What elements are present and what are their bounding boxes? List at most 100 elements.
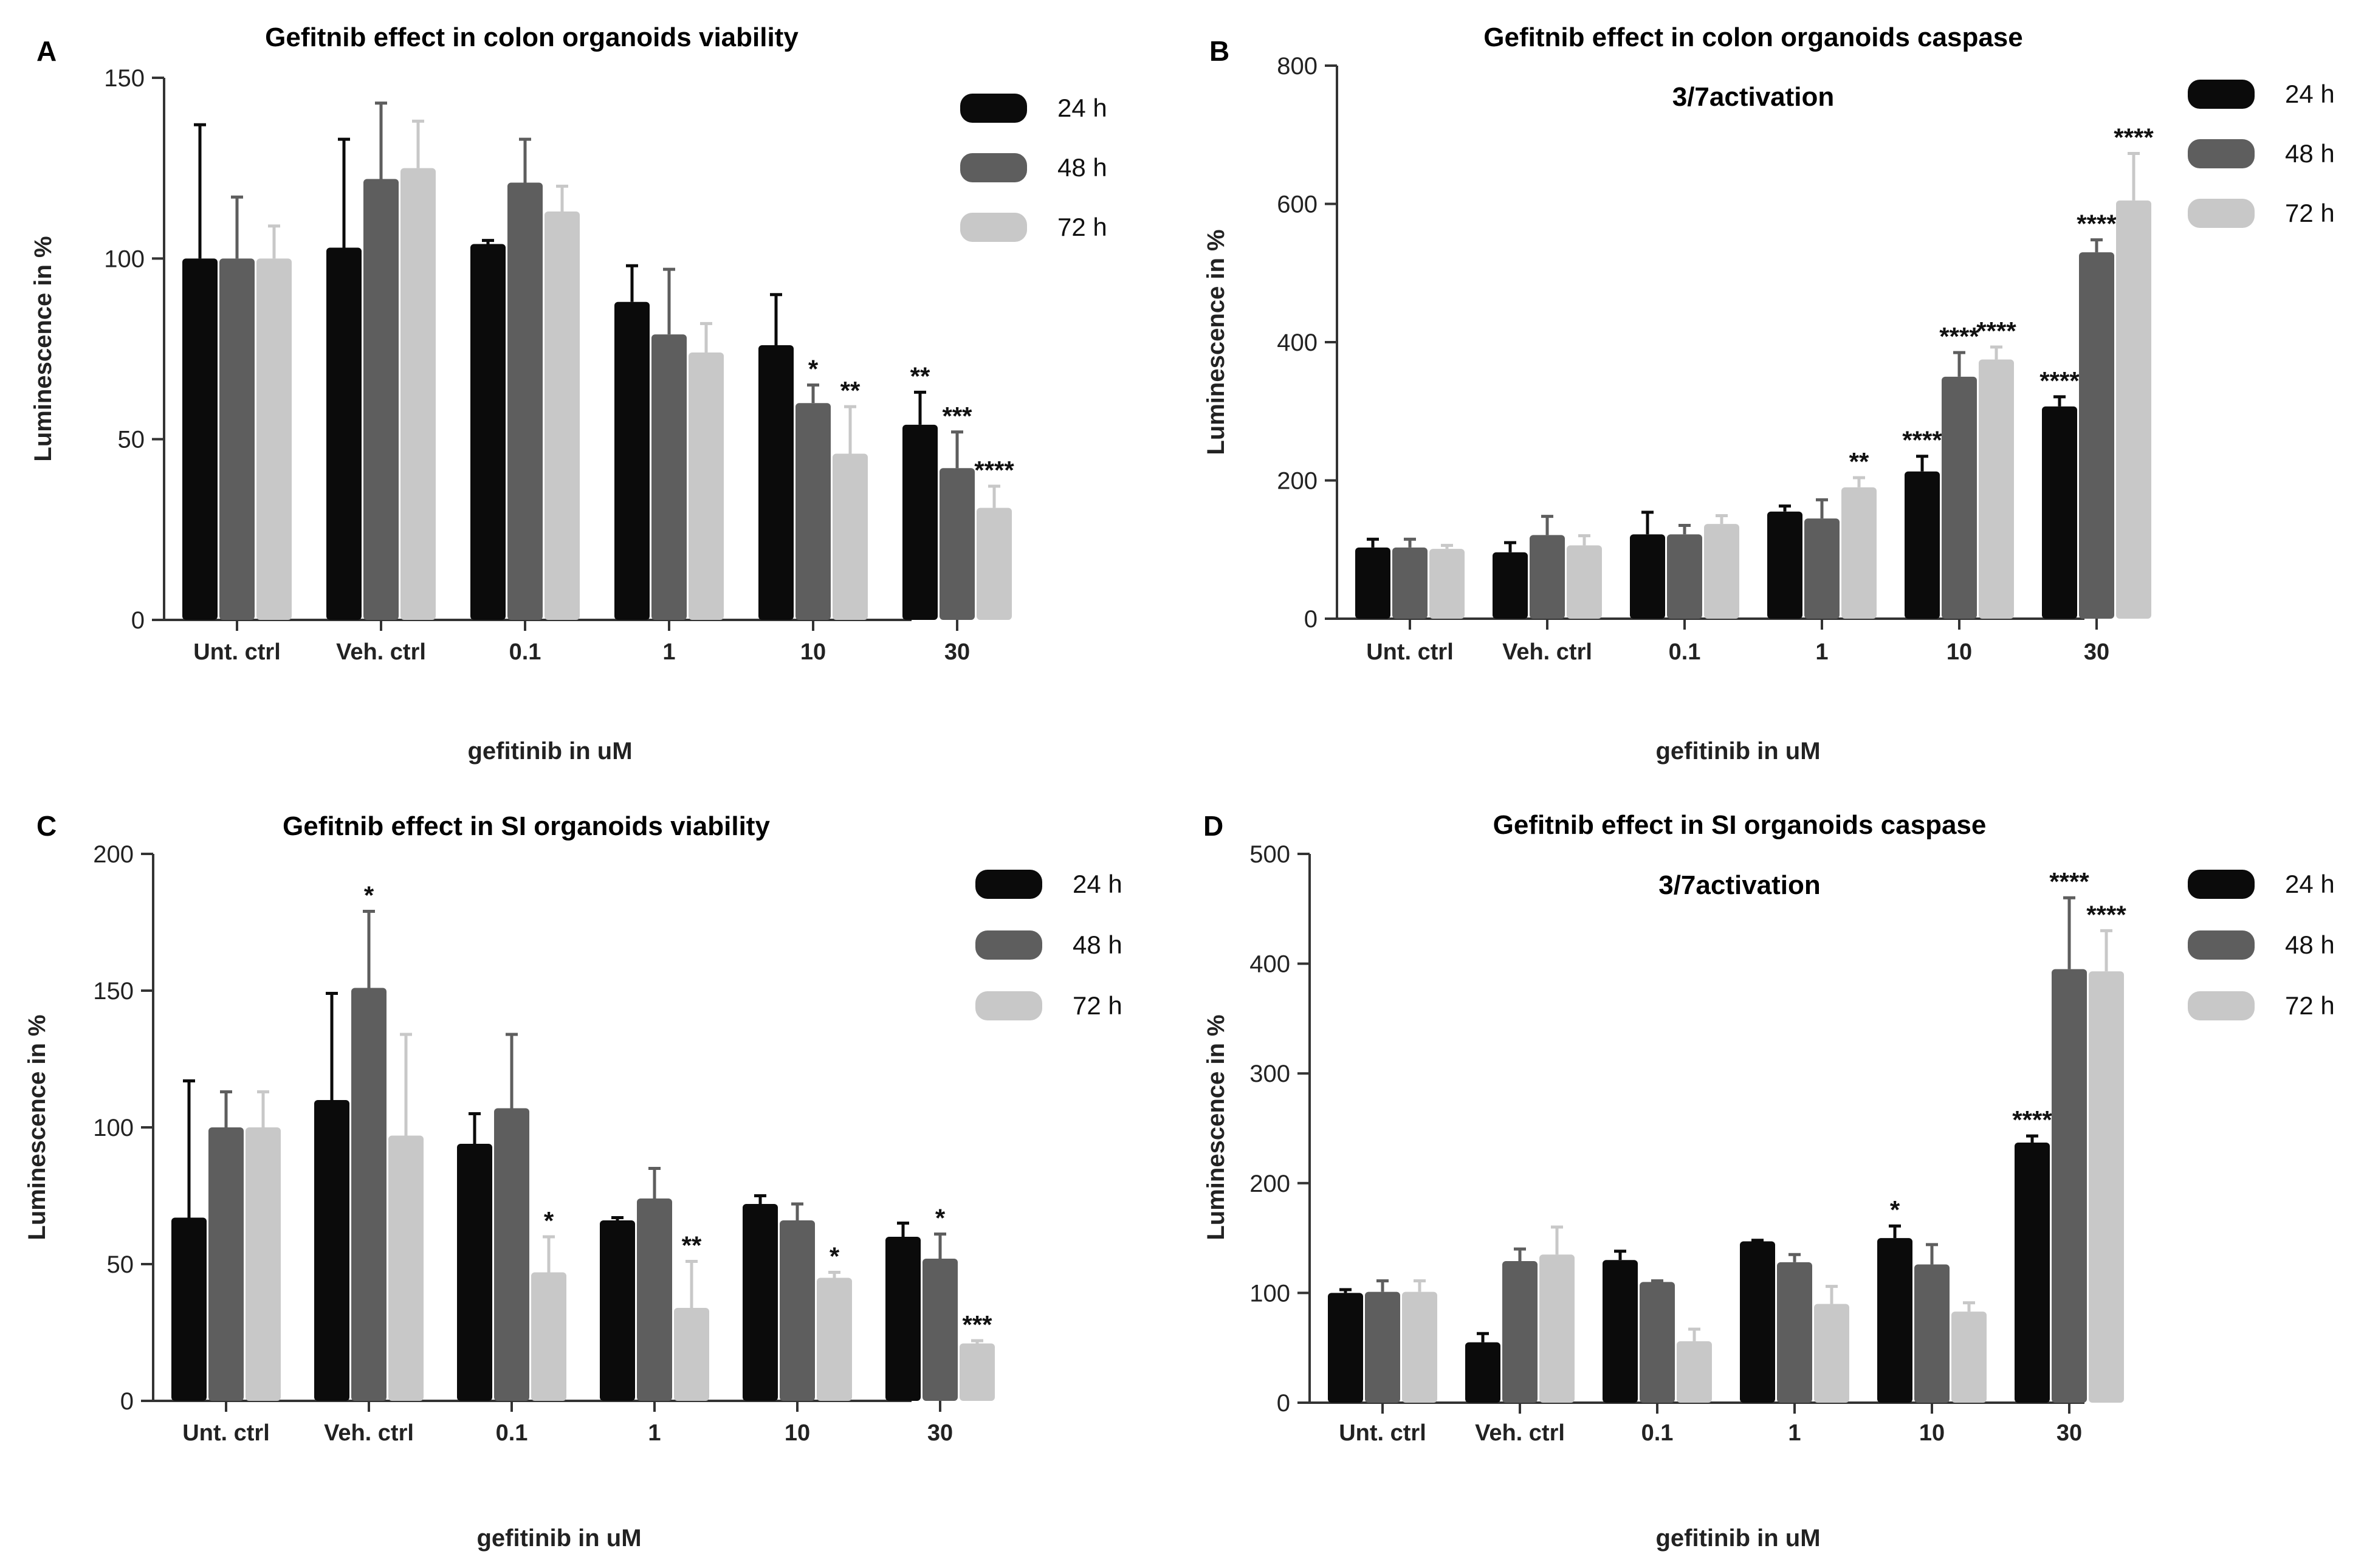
legend-label: 48 h: [1057, 153, 1107, 182]
y-tick-label: 200: [1249, 1171, 1290, 1197]
y-tick-label: 800: [1277, 53, 1318, 80]
bar-48h-1: [363, 179, 399, 620]
bar-72h-1: [400, 168, 436, 621]
x-tick-label: 10: [1919, 1420, 1945, 1446]
x-tick-label: Unt. ctrl: [193, 639, 281, 665]
x-tick-label: Unt. ctrl: [1366, 639, 1454, 665]
bar-24h-1: [1493, 552, 1528, 619]
bar-72h-5: [977, 507, 1012, 620]
panel-label: C: [36, 810, 57, 842]
significance-marker: ****: [2049, 867, 2089, 896]
bar-72h-1: [1567, 545, 1602, 619]
y-tick-label: 150: [104, 65, 145, 92]
bar-72h-5: [2116, 200, 2151, 619]
x-tick-label: 30: [944, 639, 970, 665]
significance-marker: ****: [2086, 900, 2126, 929]
bar-48h-2: [494, 1108, 529, 1401]
x-axis-label: gefitinib in uM: [1655, 1525, 1820, 1552]
legend-label: 72 h: [1057, 213, 1107, 241]
chart-title: Gefitnib effect in colon organoids caspa…: [1483, 22, 2023, 52]
significance-marker: **: [682, 1231, 702, 1260]
bar-24h-1: [314, 1100, 349, 1401]
x-tick-label: 1: [1788, 1420, 1801, 1446]
significance-marker: ****: [974, 456, 1014, 484]
bar-48h-1: [351, 988, 387, 1401]
bar-24h-2: [470, 244, 506, 621]
y-tick-label: 300: [1249, 1061, 1290, 1087]
bar-72h-0: [246, 1127, 281, 1401]
x-axis-label: gefitinib in uM: [1655, 738, 1820, 765]
significance-marker: ****: [2012, 1106, 2052, 1134]
y-tick-label: 0: [1277, 1390, 1290, 1417]
legend-label: 24 h: [2285, 80, 2335, 108]
bar-24h-5: [2015, 1142, 2050, 1403]
bar-72h-1: [1539, 1254, 1575, 1403]
y-tick-label: 50: [118, 427, 145, 453]
y-tick-label: 100: [104, 246, 145, 272]
bar-48h-4: [780, 1220, 815, 1401]
bar-72h-5: [960, 1343, 995, 1401]
bar-72h-2: [531, 1272, 566, 1401]
legend-label: 48 h: [2285, 930, 2335, 959]
legend-swatch: [2188, 199, 2255, 228]
bar-48h-1: [1530, 535, 1565, 619]
bar-48h-2: [1640, 1282, 1675, 1403]
bar-24h-4: [1905, 471, 1940, 619]
bar-48h-2: [1667, 534, 1702, 619]
bar-48h-5: [923, 1259, 958, 1401]
bar-24h-0: [1328, 1293, 1363, 1403]
panel-label: A: [36, 35, 57, 67]
x-tick-label: Veh. ctrl: [1475, 1420, 1565, 1446]
y-tick-label: 100: [93, 1115, 134, 1141]
x-tick-label: 0.1: [1669, 639, 1701, 665]
y-axis-label: Luminescence in %: [1203, 1014, 1229, 1240]
bar-24h-1: [1465, 1342, 1500, 1403]
legend-swatch: [975, 930, 1042, 960]
x-tick-label: Unt. ctrl: [1339, 1420, 1426, 1446]
bar-24h-0: [171, 1217, 207, 1401]
bar-24h-1: [326, 247, 362, 620]
x-tick-label: 10: [800, 639, 826, 665]
y-tick-label: 0: [131, 607, 145, 634]
y-tick-label: 200: [93, 841, 134, 868]
bar-24h-2: [1603, 1260, 1638, 1403]
bar-48h-5: [2079, 252, 2114, 619]
x-tick-label: 10: [785, 1420, 810, 1446]
significance-marker: **: [910, 362, 930, 390]
y-tick-label: 150: [93, 978, 134, 1005]
y-tick-label: 50: [107, 1251, 134, 1278]
x-tick-label: 1: [662, 639, 675, 665]
x-tick-label: 0.1: [496, 1420, 528, 1446]
bar-72h-3: [1841, 487, 1877, 619]
x-tick-label: 30: [2056, 1420, 2082, 1446]
bar-24h-5: [2042, 406, 2077, 619]
legend-label: 48 h: [2285, 139, 2335, 168]
bar-72h-4: [833, 453, 868, 620]
y-tick-label: 0: [120, 1388, 134, 1415]
chart-panel-d: D Gefitnib effect in SI organoids caspase…: [1203, 810, 2335, 1552]
x-axis-label: gefitinib in uM: [476, 1525, 641, 1552]
bar-24h-3: [614, 301, 650, 620]
legend-swatch: [975, 991, 1042, 1020]
y-tick-label: 400: [1249, 951, 1290, 978]
legend-label: 24 h: [2285, 870, 2335, 898]
bar-72h-3: [674, 1308, 709, 1401]
bar-72h-2: [1704, 524, 1739, 619]
chart-panel-b: B Gefitnib effect in colon organoids casp…: [1203, 22, 2335, 765]
bar-72h-4: [817, 1277, 852, 1401]
x-tick-label: 10: [1947, 639, 1972, 665]
legend-label: 72 h: [2285, 199, 2335, 227]
chart-title: 3/7activation: [1672, 82, 1835, 112]
bar-48h-0: [1365, 1291, 1400, 1403]
bar-72h-5: [2089, 971, 2124, 1403]
bar-48h-3: [637, 1198, 672, 1401]
bar-72h-3: [689, 352, 724, 620]
y-tick-label: 400: [1277, 329, 1318, 356]
y-tick-label: 0: [1304, 606, 1318, 633]
bar-48h-5: [2052, 969, 2087, 1403]
bar-72h-2: [1677, 1341, 1712, 1403]
x-tick-label: 30: [2084, 639, 2109, 665]
bar-48h-0: [219, 258, 255, 620]
significance-marker: *: [808, 354, 819, 383]
bar-48h-3: [1804, 518, 1840, 619]
